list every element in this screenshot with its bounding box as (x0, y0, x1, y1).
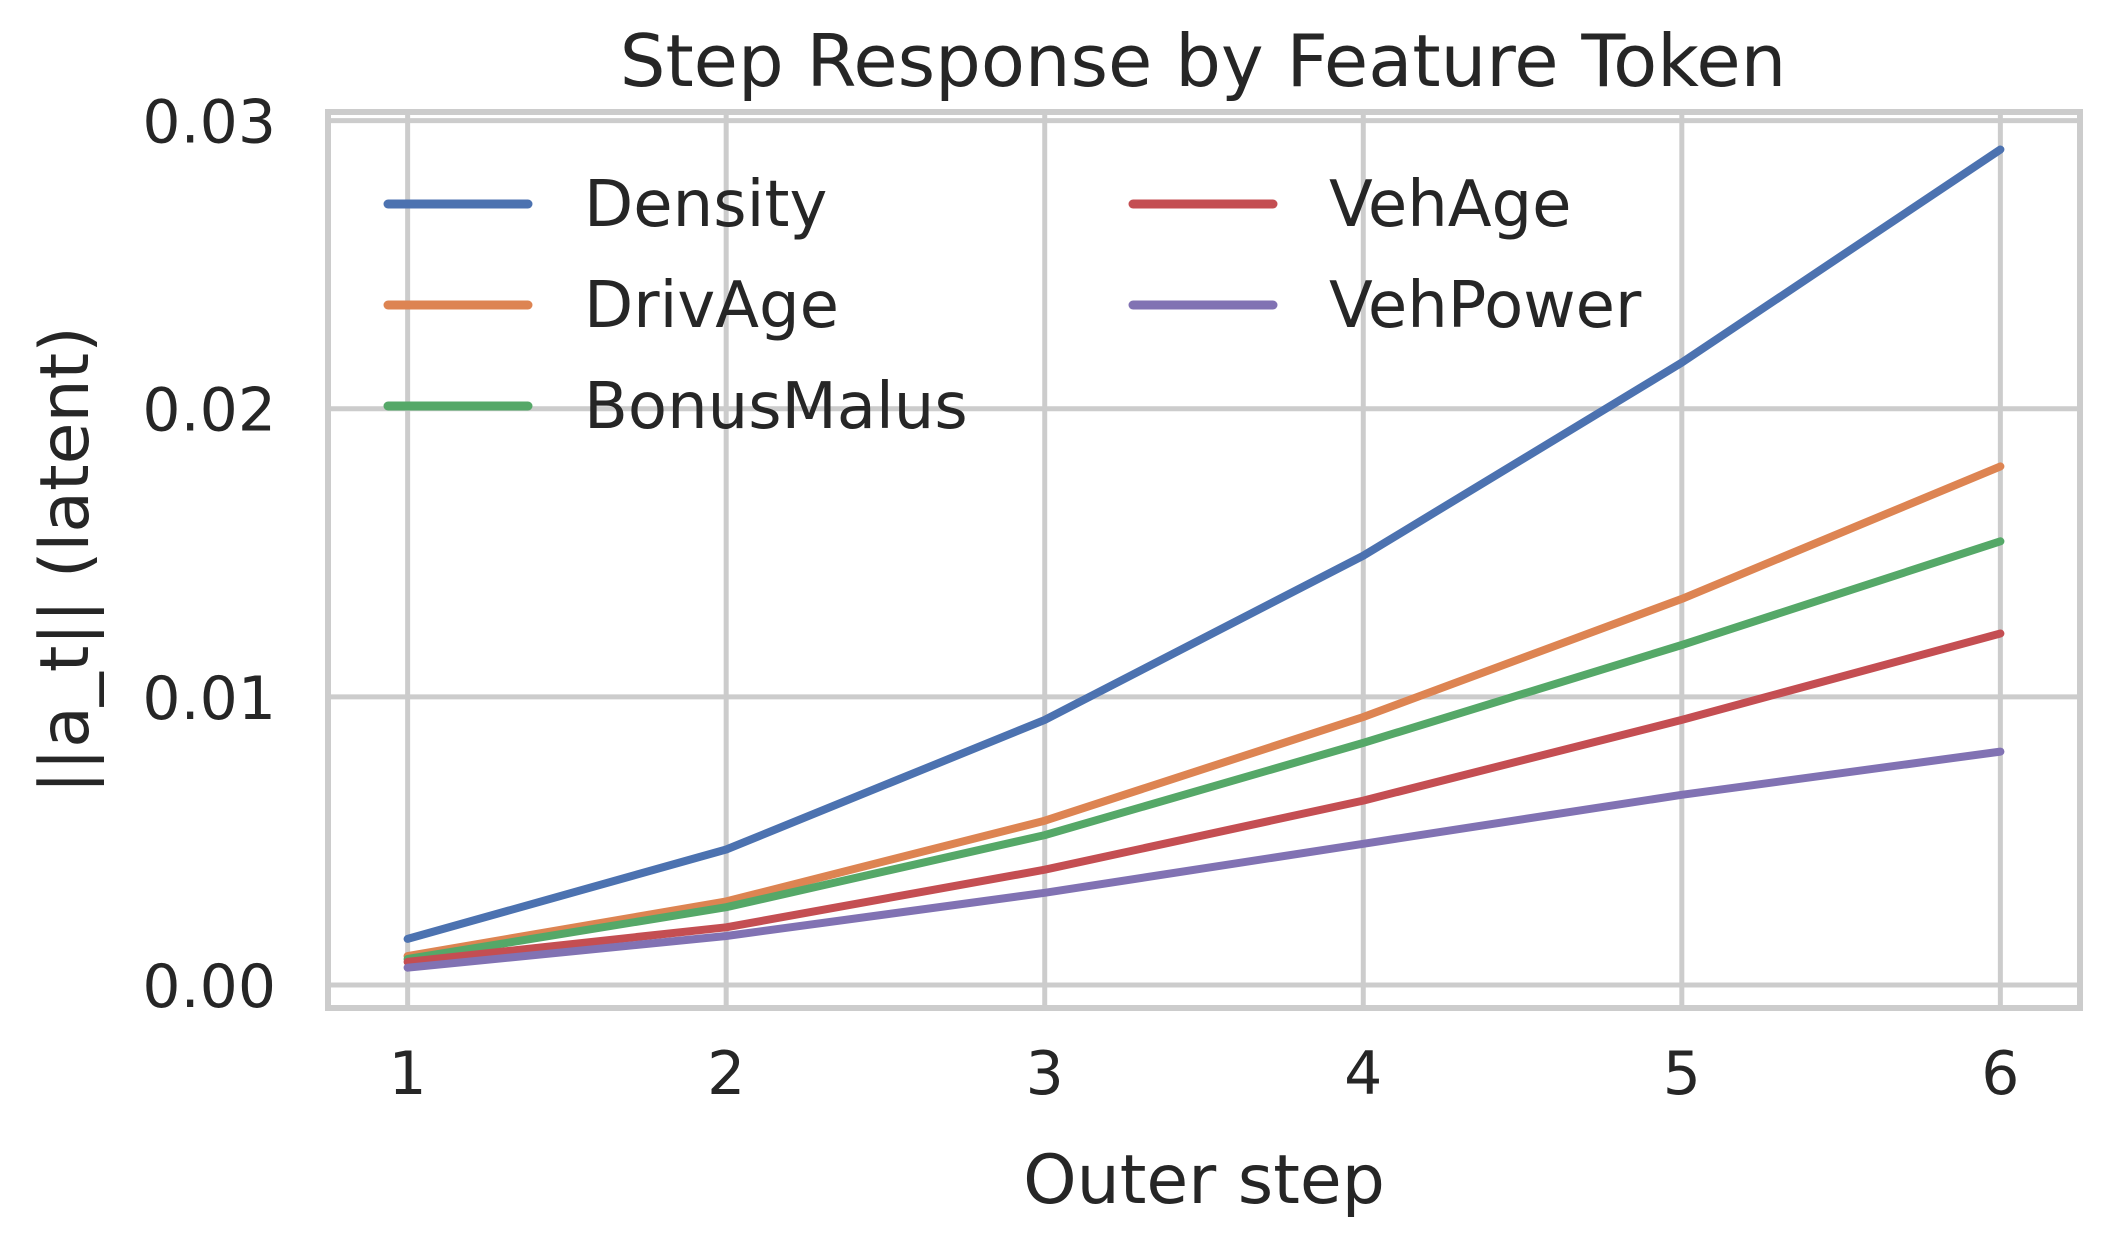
x-tick-label: 6 (1981, 1039, 2019, 1109)
x-tick-label: 1 (389, 1039, 427, 1109)
y-tick-label: 0.00 (142, 952, 276, 1022)
series-line-bonusmalus (403, 537, 2005, 963)
x-tick-label: 4 (1344, 1039, 1382, 1109)
x-tick-label: 5 (1663, 1039, 1701, 1109)
x-axis-label: Outer step (1023, 1141, 1385, 1220)
legend-label: BonusMalus (584, 370, 968, 444)
plot-frame (325, 109, 2083, 1011)
legend-label: DrivAge (584, 269, 839, 343)
legend: Density DrivAge BonusMalus VehAge VehPower (383, 168, 1642, 444)
x-tick-label: 2 (707, 1039, 745, 1109)
series-lines (403, 145, 2005, 972)
series-line-drivage (403, 462, 2005, 961)
x-tick-label: 3 (1026, 1039, 1064, 1109)
legend-label: VehAge (1329, 168, 1572, 242)
legend-label: VehPower (1329, 269, 1642, 343)
y-tick-label: 0.03 (142, 88, 276, 158)
y-axis-label: ||a_t|| (latent) (26, 326, 105, 793)
chart-title: Step Response by Feature Token (620, 19, 1787, 103)
x-axis-ticks: 1 2 3 4 5 6 (389, 1039, 2020, 1109)
legend-label: Density (584, 168, 827, 242)
series-line-density (403, 145, 2005, 943)
grid (328, 112, 2080, 1008)
series-line-vehpower (403, 747, 2005, 972)
y-tick-label: 0.02 (142, 376, 276, 446)
y-tick-label: 0.01 (142, 664, 276, 734)
series-line-vehage (403, 629, 2005, 966)
y-axis-ticks: 0.00 0.01 0.02 0.03 (142, 88, 276, 1022)
